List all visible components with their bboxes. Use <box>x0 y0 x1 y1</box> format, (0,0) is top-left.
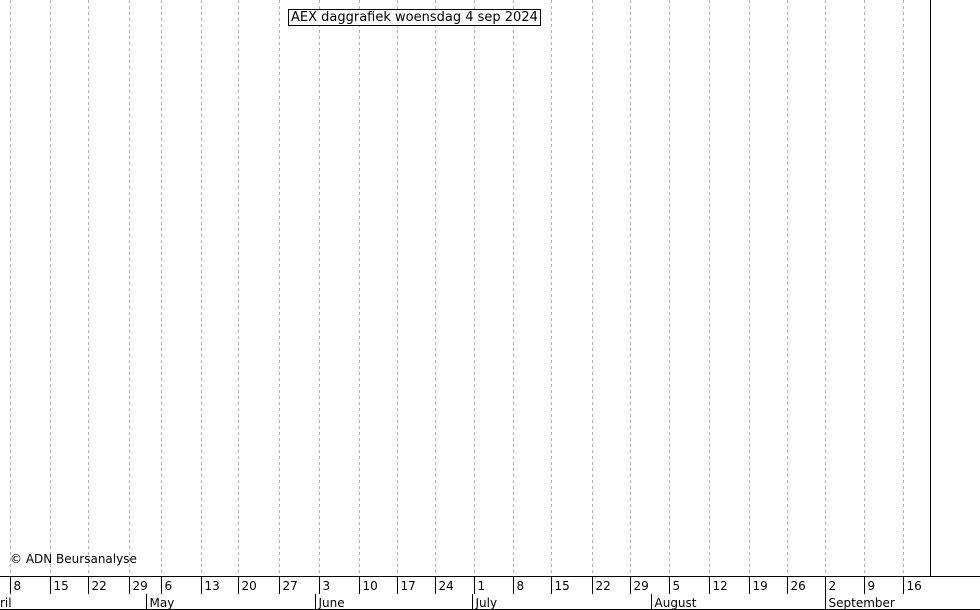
x-tick-label: 15 <box>555 579 570 593</box>
copyright-label: © ADN Beursanalyse <box>10 552 137 566</box>
x-tick-label: 29 <box>133 579 148 593</box>
x-tick-label: 1 <box>478 579 486 593</box>
x-tick-label: 10 <box>363 579 378 593</box>
x-tick-label: 8 <box>14 579 22 593</box>
chart-title: AEX daggrafiek woensdag 4 sep 2024 <box>288 9 541 26</box>
x-axis: 8 15 22 29 6 13 20 27 3 10 17 24 1 8 15 22 29 5 12 19 26 2 9 16… <box>0 576 980 610</box>
x-tick-label: 19 <box>753 579 768 593</box>
x-tick-label: 13 <box>205 579 220 593</box>
month-label: June <box>318 596 345 610</box>
x-tick-label: 29 <box>634 579 649 593</box>
x-tick-label: 12 <box>713 579 728 593</box>
x-tick-label: 5 <box>673 579 681 593</box>
month-label: July <box>475 596 498 610</box>
month-label: September <box>829 596 895 610</box>
x-tick-label: 22 <box>92 579 107 593</box>
x-tick-label: 8 <box>517 579 525 593</box>
x-tick-label: 24 <box>439 579 454 593</box>
x-tick-label: 3 <box>323 579 331 593</box>
month-label: August <box>655 596 697 610</box>
x-tick-label: 20 <box>242 579 257 593</box>
y-axis: 8358408458508558608658708758808858908959… <box>930 0 931 576</box>
x-tick-label: 27 <box>283 579 298 593</box>
month-label: ril <box>0 596 12 610</box>
grid-lines <box>10 0 904 576</box>
x-tick-label: 15 <box>54 579 69 593</box>
x-tick-label: 22 <box>596 579 611 593</box>
month-label: May <box>150 596 175 610</box>
x-tick-label: 2 <box>829 579 837 593</box>
x-tick-label: 17 <box>401 579 416 593</box>
x-tick-label: 26 <box>791 579 806 593</box>
x-tick-label: 9 <box>868 579 876 593</box>
x-tick-label: 6 <box>165 579 173 593</box>
x-tick-label: 16 <box>907 579 922 593</box>
